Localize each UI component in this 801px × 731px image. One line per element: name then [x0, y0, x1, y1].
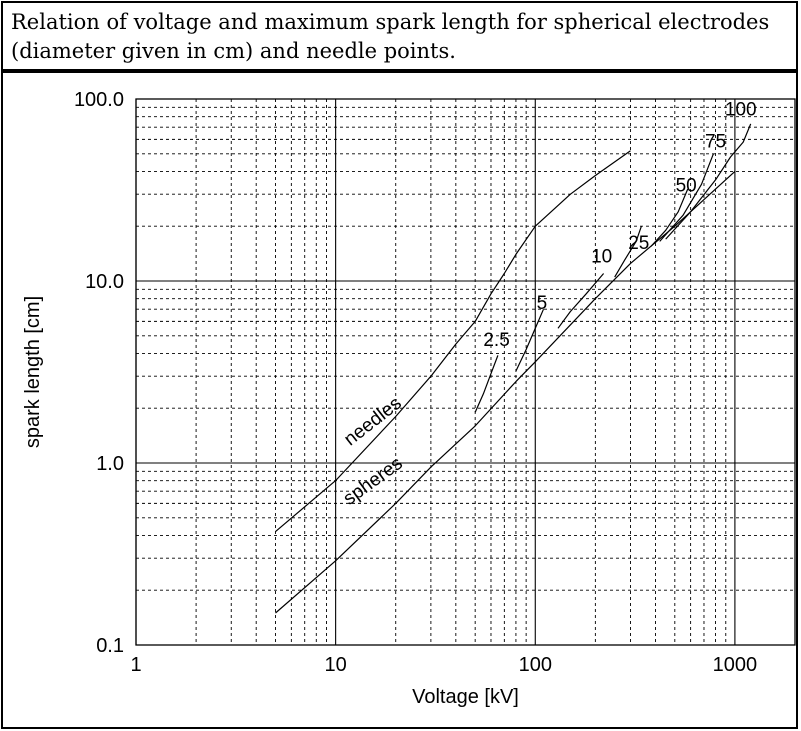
y-tick-label: 10.0 — [85, 271, 124, 293]
curve-75 — [659, 153, 714, 242]
x-tick-label: 1 — [130, 654, 141, 676]
label-10: 10 — [591, 247, 612, 268]
label-100: 100 — [725, 100, 757, 121]
label-50: 50 — [676, 176, 697, 197]
tick-labels: 1 10 100 1000 0.1 1.0 10.0 100.0 — [74, 89, 757, 676]
x-tick-label: 10 — [325, 654, 347, 676]
caption-box: Relation of voltage and maximum spark le… — [1, 1, 798, 71]
y-tick-label: 100.0 — [74, 89, 124, 111]
plot-border — [135, 98, 796, 646]
label-75: 75 — [705, 132, 726, 153]
curve-100 — [665, 123, 752, 240]
curve-spheres — [275, 170, 736, 614]
y-tick-label: 0.1 — [96, 635, 124, 657]
curve-5 — [515, 308, 545, 372]
x-tick-label: 1000 — [713, 654, 758, 676]
figure-caption: Relation of voltage and maximum spark le… — [11, 10, 770, 63]
y-axis-label: spark length [cm] — [22, 296, 44, 448]
label-25: 25 — [628, 233, 649, 254]
curve-10 — [557, 273, 605, 329]
label-2-5: 2.5 — [483, 330, 509, 351]
curve-2-5 — [474, 355, 499, 413]
label-spheres: spheres — [340, 453, 407, 510]
y-tick-label: 1.0 — [96, 453, 124, 475]
curve-50 — [650, 188, 689, 247]
label-5: 5 — [537, 293, 548, 314]
x-axis-label: Voltage [kV] — [412, 686, 519, 708]
curves — [275, 123, 752, 614]
curve-needles — [275, 150, 631, 533]
chart-frame: 1 10 100 1000 0.1 1.0 10.0 100.0 needles spheres… — [1, 71, 798, 729]
x-tick-label: 100 — [519, 654, 552, 676]
curve-25 — [614, 226, 642, 278]
